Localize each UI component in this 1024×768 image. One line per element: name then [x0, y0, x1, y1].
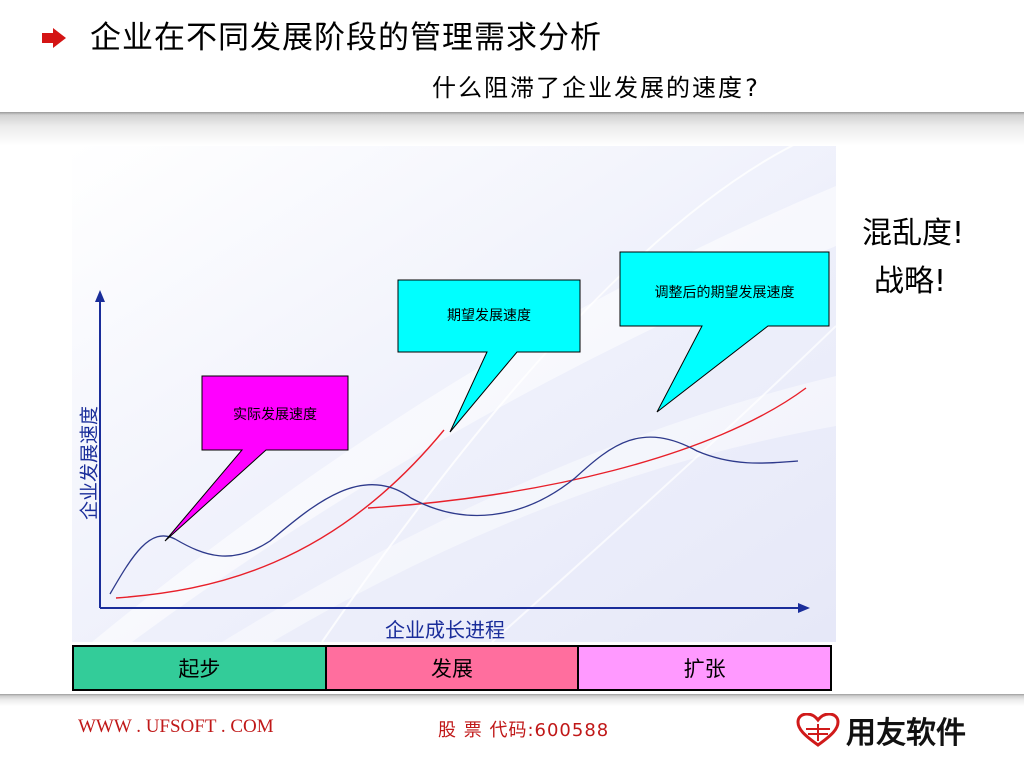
expected-speed-callout-label: 期望发展速度: [447, 308, 531, 324]
footer-stock-code: 股 票 代码:600588: [438, 720, 610, 741]
actual-speed-callout-label: 实际发展速度: [233, 407, 317, 423]
stage-cell-startup: 起步: [74, 647, 327, 689]
expected-speed-callout: [397, 279, 581, 433]
page-subtitle: 什么阻滞了企业发展的速度?: [432, 74, 761, 102]
footer-website[interactable]: WWW . UFSOFT . COM: [78, 716, 274, 737]
heart-logo-icon: [796, 713, 840, 747]
y-axis-arrow: [95, 290, 105, 302]
logo-text: 用友软件: [846, 716, 966, 751]
adjusted-speed-callout-label: 调整后的期望发展速度: [654, 285, 795, 301]
x-axis-arrow: [798, 603, 810, 613]
actual-speed-callout: [164, 375, 349, 542]
expected-growth-curve: [115, 429, 445, 599]
y-axis-label: 企业发展速度: [78, 405, 101, 521]
header-divider: [0, 112, 1024, 146]
adjusted-speed-callout: [619, 251, 830, 413]
x-axis-label: 企业成长进程: [385, 618, 505, 642]
page-title: 企业在不同发展阶段的管理需求分析: [90, 20, 602, 56]
side-note-chaos: 混乱度!: [862, 216, 965, 251]
stage-cell-expansion: 扩张: [579, 647, 831, 689]
company-logo: 用友软件: [796, 708, 966, 752]
background-swoosh-line: [321, 146, 794, 642]
background-swoosh-line: [491, 325, 836, 642]
footer-divider: [0, 694, 1024, 706]
bullet-arrow-icon: [42, 28, 66, 48]
background-swoosh: [222, 376, 836, 642]
side-note-strategy: 战略!: [874, 264, 947, 299]
stage-table: 起步 发展 扩张: [72, 645, 832, 691]
actual-growth-curve: [109, 436, 799, 595]
stage-cell-development: 发展: [326, 647, 580, 689]
adjusted-expected-curve: [367, 387, 807, 509]
growth-diagram: [72, 146, 836, 642]
